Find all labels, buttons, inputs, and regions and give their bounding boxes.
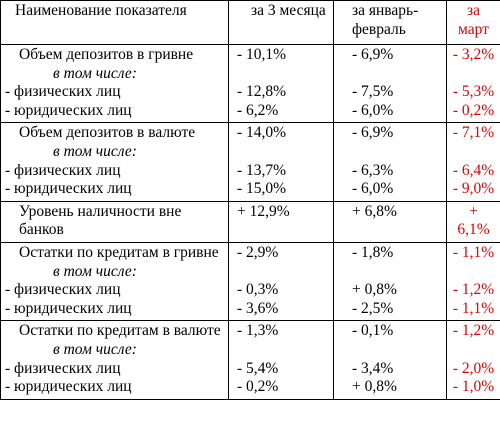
sub-item: - юридических лиц <box>5 180 132 198</box>
value-cell: + 12,9% <box>228 200 334 243</box>
header-row: Наименование показателя за 3 месяца за я… <box>0 0 500 45</box>
value: - 12,8% <box>237 83 287 101</box>
value-cell: - 10,1% - 12,8% - 6,2% <box>228 43 334 124</box>
value-cell: - 3,2% - 5,3% - 0,2% <box>446 43 500 124</box>
value: - 6,0% <box>352 180 394 198</box>
value: + 0,8% <box>352 378 397 396</box>
header-cell: за январь-февраль <box>333 0 447 45</box>
indicator-title: Уровень наличности вне банков <box>19 202 182 239</box>
value: - 1,8% <box>352 243 394 261</box>
indicator-title: Остатки по кредитам в гривне <box>19 243 219 261</box>
subtitle-note: в том числе: <box>53 340 137 358</box>
label-cell: Объем депозитов в валюте в том числе: - фи… <box>0 122 229 202</box>
label-cell: Уровень наличности вне банков <box>0 200 229 243</box>
value: - 13,7% <box>237 161 287 179</box>
value: + 6,8% <box>352 202 397 220</box>
value: - 6,0% <box>352 101 394 119</box>
value: - 1,2% <box>452 322 495 340</box>
value-cell: - 1,1% - 1,2% - 1,1% <box>446 241 500 322</box>
value: - 1,3% <box>237 322 279 340</box>
value: - 7,1% <box>452 124 495 142</box>
value-cell: - 6,9% - 7,5% - 6,0% <box>333 43 447 124</box>
sub-item: - юридических лиц <box>5 101 132 119</box>
subtitle-note: в том числе: <box>53 142 137 160</box>
value: + <box>469 202 478 220</box>
group-row: Остатки по кредитам в гривне в том числе:… <box>0 241 500 322</box>
indicator-table: Наименование показателя за 3 месяца за я… <box>0 0 500 400</box>
value: - 5,4% <box>237 359 279 377</box>
value-cell: - 14,0% - 13,7% - 15,0% <box>228 122 334 202</box>
value-cell: - 0,1% - 3,4% + 0,8% <box>333 320 447 400</box>
header-cell: Наименование показателя <box>0 0 229 45</box>
value: - 6,3% <box>352 161 394 179</box>
group-row: Остатки по кредитам в валюте в том числе:… <box>0 320 500 400</box>
value-cell: - 7,1% - 6,4% - 9,0% <box>446 122 500 202</box>
sub-item: - юридических лиц <box>5 378 132 396</box>
indicator-title: Объем депозитов в гривне <box>19 46 194 63</box>
value: - 14,0% <box>237 124 287 142</box>
value: - 1,1% <box>452 299 495 317</box>
sub-item: - физических лиц <box>5 83 121 101</box>
value: - 15,0% <box>237 180 287 198</box>
table-body: Объем депозитов в гривне в том числе: - фи… <box>0 43 500 400</box>
sub-item: - физических лиц <box>5 161 121 179</box>
value-cell: - 1,8% + 0,8% - 2,5% <box>333 241 447 322</box>
sub-item: - физических лиц <box>5 281 121 299</box>
subtitle-note: в том числе: <box>53 64 137 82</box>
value: 6,1% <box>457 221 490 239</box>
value: - 3,2% <box>452 46 495 63</box>
value: - 7,5% <box>352 83 394 101</box>
group-row: Уровень наличности вне банков + 12,9% + 6,… <box>0 200 500 243</box>
value-cell: - 1,3% - 5,4% - 0,2% <box>228 320 334 400</box>
header-cell: за 3 месяца <box>228 0 334 45</box>
value: - 1,1% <box>452 243 495 261</box>
indicator-title: Остатки по кредитам в валюте <box>19 322 221 340</box>
value: - 2,9% <box>237 243 279 261</box>
value: - 10,1% <box>237 46 287 63</box>
value: - 0,1% <box>352 322 394 340</box>
value-cell: - 1,2% - 2,0% - 1,0% <box>446 320 500 400</box>
value: - 3,6% <box>237 299 279 317</box>
value: - 2,5% <box>352 299 394 317</box>
subtitle-note: в том числе: <box>53 262 137 280</box>
value-cell: - 2,9% - 0,3% - 3,6% <box>228 241 334 322</box>
value-cell: + 6,8% <box>333 200 447 243</box>
value: - 5,3% <box>452 83 495 101</box>
label-cell: Объем депозитов в гривне в том числе: - фи… <box>0 43 229 124</box>
group-row: Объем депозитов в гривне в том числе: - фи… <box>0 43 500 124</box>
sub-item: - физических лиц <box>5 359 121 377</box>
value-cell: +6,1% <box>446 200 500 243</box>
label-cell: Остатки по кредитам в гривне в том числе:… <box>0 241 229 322</box>
value: - 0,2% <box>237 378 279 396</box>
sub-item: - юридических лиц <box>5 299 132 317</box>
value: - 9,0% <box>452 180 495 198</box>
indicator-title: Объем депозитов в валюте <box>19 124 196 142</box>
label-cell: Остатки по кредитам в валюте в том числе:… <box>0 320 229 400</box>
value: + 0,8% <box>352 281 397 299</box>
value: - 6,9% <box>352 124 394 142</box>
value: - 0,3% <box>237 281 279 299</box>
group-row: Объем депозитов в валюте в том числе: - фи… <box>0 122 500 202</box>
value: - 2,0% <box>452 359 495 377</box>
value: - 1,2% <box>452 281 495 299</box>
value: - 1,0% <box>452 378 495 396</box>
value: - 3,4% <box>352 359 394 377</box>
value: - 6,9% <box>352 46 394 63</box>
header-cell: за март <box>446 0 500 45</box>
value: + 12,9% <box>237 202 290 220</box>
value-cell: - 6,9% - 6,3% - 6,0% <box>333 122 447 202</box>
value: - 6,2% <box>237 101 279 119</box>
value: - 6,4% <box>452 161 495 179</box>
value: - 0,2% <box>452 101 495 119</box>
